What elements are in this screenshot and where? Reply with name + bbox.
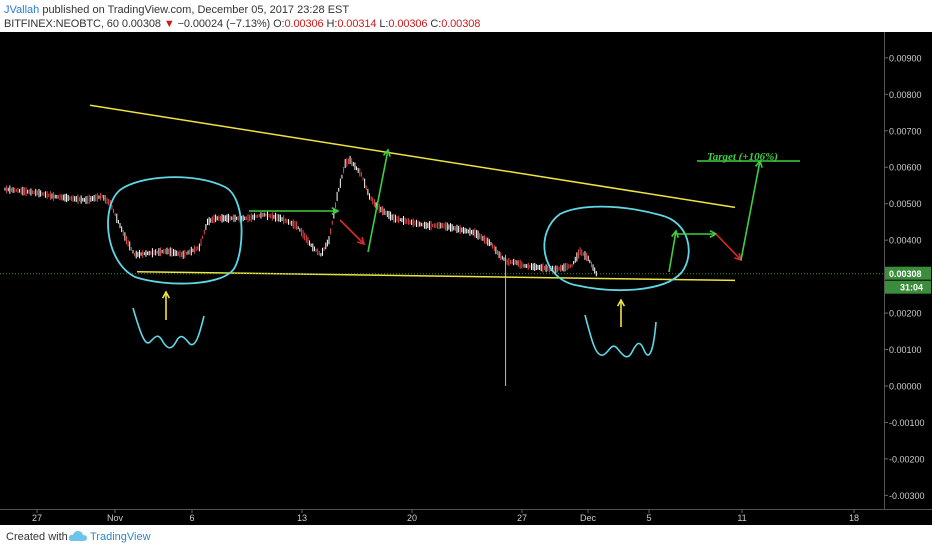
author-link[interactable]: JVallah (4, 4, 40, 16)
yellow-up-arrow-head (616, 298, 626, 307)
symbol-label: BITFINEX:NEOBTC, 60 (4, 18, 122, 30)
published-text: published on TradingView.com, December 0… (39, 4, 350, 16)
red-down-arrow-head (357, 237, 366, 246)
x-tick-label: 5 (646, 513, 651, 523)
y-tick-label: -0.00100 (889, 418, 925, 428)
green-up-arrow-head (671, 229, 680, 238)
red-down-arrow (339, 219, 365, 245)
green-up-arrow (367, 149, 389, 253)
high-value: 0.00314 (337, 18, 377, 30)
price-series (4, 155, 597, 386)
resistance-trendline (89, 104, 736, 209)
x-tick-label: 6 (189, 513, 194, 523)
last-price-tag-label: 0.00308 (889, 269, 922, 279)
chart-header: JVallah published on TradingView.com, De… (0, 0, 932, 32)
red-down-arrow (715, 233, 742, 261)
open-label: O: (273, 18, 285, 30)
tradingview-brand-link[interactable]: TradingView (90, 531, 151, 543)
countdown-label: 31:04 (900, 283, 923, 293)
x-tick-label: 11 (737, 513, 746, 523)
support-line (136, 270, 736, 282)
close-value: 0.00308 (441, 18, 481, 30)
yellow-up-arrow-head (161, 290, 171, 299)
x-tick-label: 18 (849, 513, 859, 523)
created-with-label: Created with (6, 531, 68, 543)
accumulation-circle-right (543, 205, 690, 292)
w-pattern-right (584, 314, 657, 358)
price-chart[interactable]: 0.00900 0.00800 0.00700 0.00600 0.00500 0.004… (0, 32, 932, 525)
low-label: L: (379, 18, 389, 30)
y-tick-label: 0.00800 (889, 90, 922, 100)
x-tick-label: 13 (297, 513, 307, 523)
x-tick-label: 27 (517, 513, 527, 523)
green-up-arrow-head (754, 159, 763, 168)
y-axis-ticks: 0.00900 0.00800 0.00700 0.00600 0.00500 0.004… (884, 53, 925, 501)
x-tick-label: 20 (407, 513, 417, 523)
accumulation-circle-left (107, 176, 243, 285)
last-price: 0.00308 (121, 18, 161, 30)
y-tick-label: 0.00900 (889, 53, 922, 63)
y-tick-label: 0.00100 (889, 345, 922, 355)
change-value: −0.00024 (−7.13%) (174, 18, 271, 30)
green-right-arrow-head (331, 206, 340, 216)
tradingview-cloud-icon[interactable] (68, 529, 88, 546)
x-tick-label: Nov (107, 513, 124, 523)
y-tick-label: 0.00000 (889, 381, 922, 391)
annotations: Target (+106%) (0, 104, 884, 358)
w-pattern-left (132, 307, 205, 349)
y-tick-label: 0.00400 (889, 236, 922, 246)
footer: Created with TradingView (0, 525, 932, 550)
y-tick-label: -0.00300 (889, 491, 925, 501)
x-tick-label: Dec (580, 513, 597, 523)
open-value: 0.00306 (284, 18, 324, 30)
high-label: H: (326, 18, 338, 30)
x-tick-label: 27 (32, 513, 42, 523)
down-triangle-icon: ▼ (163, 18, 175, 30)
y-tick-label: 0.00700 (889, 126, 922, 136)
y-tick-label: 0.00600 (889, 163, 922, 173)
green-up-arrow (740, 160, 761, 261)
low-value: 0.00306 (388, 18, 428, 30)
y-tick-label: -0.00200 (889, 454, 925, 464)
countdown-tag (885, 280, 931, 294)
price-tags: 0.00308 31:04 (885, 266, 931, 294)
x-axis-ticks: 27 Nov 6 13 20 27 Dec 5 11 18 (32, 509, 859, 523)
plot-area[interactable] (0, 32, 884, 525)
symbol-info: BITFINEX:NEOBTC, 60 0.00308 ▼ −0.00024 (… (4, 18, 480, 30)
green-up-arrow (668, 230, 677, 273)
close-label: C: (430, 18, 442, 30)
y-tick-label: 0.00200 (889, 309, 922, 319)
last-price-tag (885, 266, 931, 280)
y-tick-label: 0.00500 (889, 199, 922, 209)
green-up-arrow-head (382, 148, 391, 157)
publish-info: JVallah published on TradingView.com, De… (4, 4, 349, 16)
